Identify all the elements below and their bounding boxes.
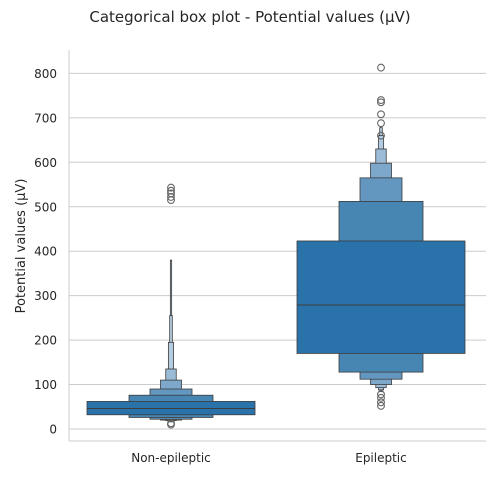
gridlines <box>69 72 486 430</box>
y-tick-label: 700 <box>34 111 57 125</box>
outlier-point <box>167 193 175 201</box>
outlier-point <box>377 393 385 402</box>
y-tick-label: 100 <box>34 378 57 392</box>
outlier-point <box>377 110 385 119</box>
plot-area <box>86 63 466 429</box>
x-tick-label: Epileptic <box>355 451 407 465</box>
y-tick-label: 200 <box>34 334 57 348</box>
y-tick-label: 300 <box>34 289 57 303</box>
outlier-point <box>377 401 385 410</box>
outlier-point <box>377 96 385 105</box>
y-tick-label: 600 <box>34 156 57 170</box>
y-axis-label: Potential values (μV) <box>14 179 29 314</box>
y-tick-label: 0 <box>49 423 57 437</box>
outlier-point <box>377 390 385 399</box>
outlier-point <box>167 183 175 192</box>
outlier-point <box>377 119 385 128</box>
axes: 0 100 200 300 400 500 600 700 800 Non-epileptic Ep… <box>34 50 486 465</box>
outlier-point <box>377 63 385 72</box>
y-tick-label: 500 <box>34 200 57 214</box>
outlier-point <box>167 419 175 428</box>
outlier-point <box>377 131 385 140</box>
boxen-box <box>296 240 466 354</box>
outlier-point <box>377 98 385 107</box>
y-tick-label: 800 <box>34 67 57 81</box>
outlier-point <box>167 189 175 198</box>
y-tick-label: 400 <box>34 245 57 259</box>
outlier-point <box>167 186 175 195</box>
chart-title: Categorical box plot - Potential values … <box>89 8 410 26</box>
outlier-point <box>377 398 385 407</box>
x-tick-label: Non-epileptic <box>131 451 211 465</box>
